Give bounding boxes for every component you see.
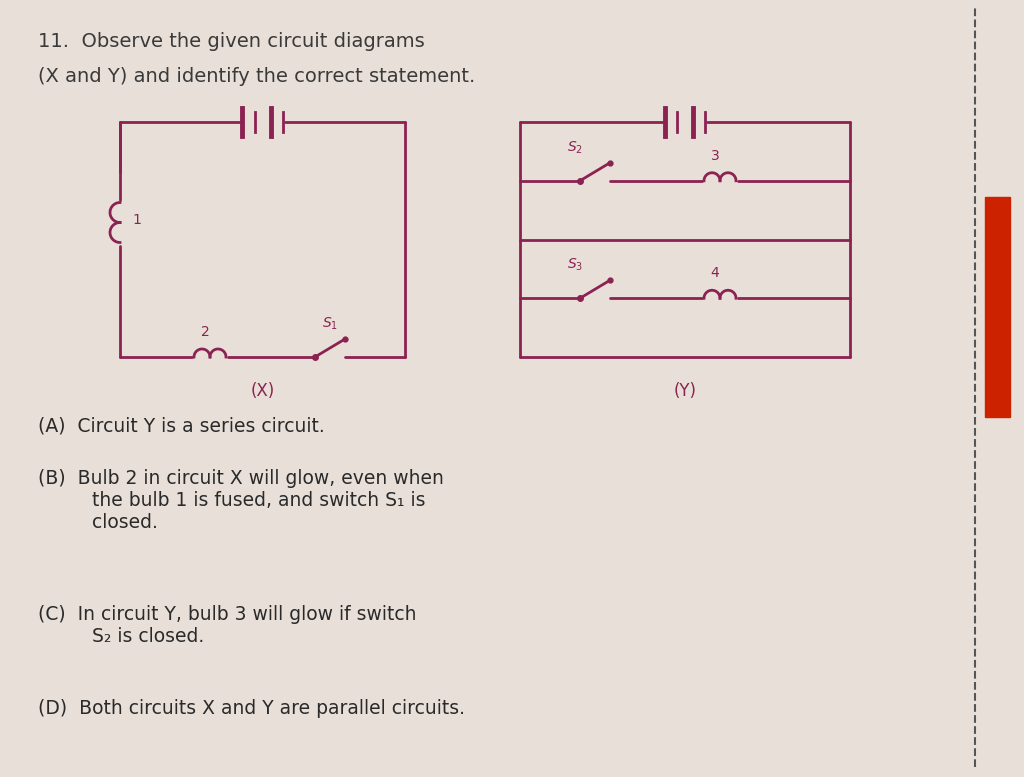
Text: (X): (X) (251, 382, 274, 400)
Text: (C)  In circuit Y, bulb 3 will glow if switch
         S₂ is closed.: (C) In circuit Y, bulb 3 will glow if sw… (38, 605, 417, 646)
Text: 4: 4 (711, 267, 720, 280)
Text: (B)  Bulb 2 in circuit X will glow, even when
         the bulb 1 is fused, and : (B) Bulb 2 in circuit X will glow, even … (38, 469, 443, 532)
Text: $S_3$: $S_3$ (567, 257, 583, 274)
Text: 1: 1 (132, 212, 141, 227)
Text: (X and Y) and identify the correct statement.: (X and Y) and identify the correct state… (38, 67, 475, 86)
Text: 3: 3 (711, 148, 720, 162)
Text: $S_1$: $S_1$ (322, 315, 338, 332)
Text: $S_2$: $S_2$ (567, 139, 583, 155)
Text: 1: 1 (990, 298, 1005, 316)
Text: 2: 2 (201, 325, 209, 339)
Text: (A)  Circuit Y is a series circuit.: (A) Circuit Y is a series circuit. (38, 417, 325, 436)
Text: (D)  Both circuits X and Y are parallel circuits.: (D) Both circuits X and Y are parallel c… (38, 699, 465, 718)
Bar (985, 197, 1010, 417)
Text: (Y): (Y) (674, 382, 696, 400)
Text: 11.  Observe the given circuit diagrams: 11. Observe the given circuit diagrams (38, 32, 425, 51)
